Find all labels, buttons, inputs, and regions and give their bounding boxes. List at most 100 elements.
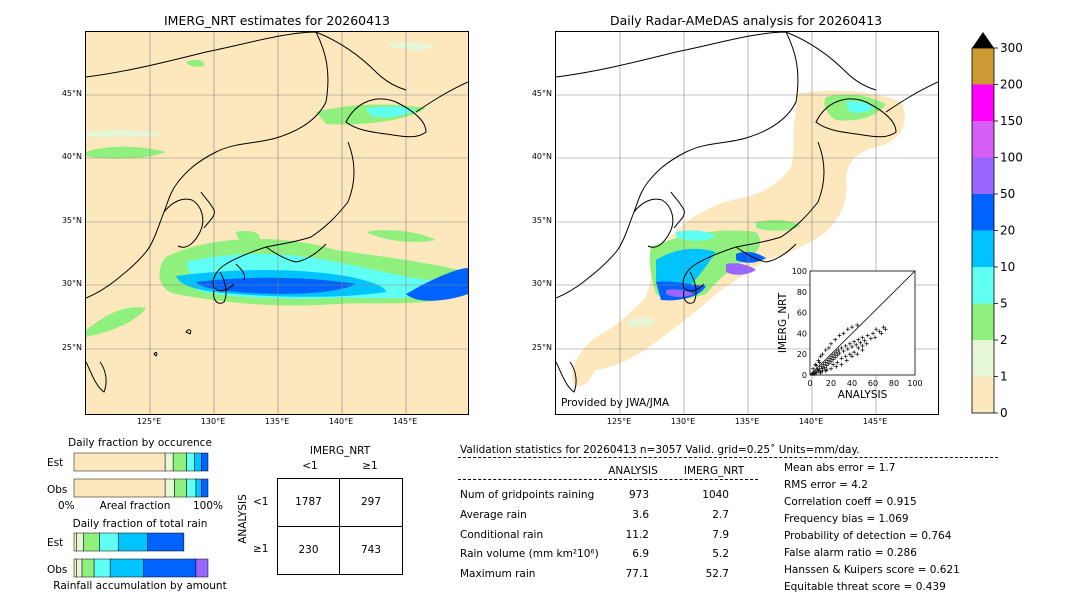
occurrence-tick-100: 100% [193, 500, 224, 512]
left-map-coastlines [86, 32, 468, 393]
validation-row-imerg: 1040 [702, 489, 729, 501]
scatter-point [850, 325, 854, 330]
scatter-point [873, 335, 878, 340]
scatter-point [819, 364, 824, 369]
validation-col-analysis: ANALYSIS [608, 465, 658, 477]
scatter-point [837, 333, 842, 338]
scatter-svg: 0 20 40 60 80 100 0 20 40 60 80 100 [792, 267, 923, 388]
scatter-points [810, 323, 888, 376]
right-lon-label: 135°E [734, 417, 760, 426]
bar-segment [83, 532, 100, 552]
scatter-point [829, 341, 833, 346]
bar-segment [76, 558, 83, 578]
bar-segment [195, 558, 209, 578]
scatter-point [814, 363, 819, 368]
scatter-y-tick: 100 [792, 267, 807, 276]
occurrence-tick-0: 0% [58, 500, 75, 512]
scatter-point [826, 345, 831, 350]
scatter-xlabel: ANALYSIS [837, 389, 888, 401]
colorbar-segment [972, 48, 994, 85]
scatter-point [833, 355, 838, 360]
colorbar-segment [972, 230, 994, 267]
occurrence-title: Daily fraction by occurence [68, 437, 212, 449]
colorbar-segment [972, 121, 994, 158]
colorbar-segment [972, 376, 994, 413]
totalrain-xlabel: Rainfall accumulation by amount [53, 580, 227, 592]
contingency-col-lt: <1 [302, 460, 318, 472]
scatter-x-tick: 0 [807, 379, 812, 388]
colorbar-segment [972, 340, 994, 377]
validation-row-imerg: 7.9 [712, 529, 729, 541]
scatter-point [820, 352, 825, 357]
scatter-x-ticks: 0 20 40 60 80 100 [807, 379, 922, 388]
validation-row-label: Maximum rain [460, 568, 536, 580]
validation-header: Validation statistics for 20260413 n=305… [460, 444, 860, 456]
scatter-point [833, 337, 838, 342]
left-lon-label: 130°E [200, 417, 226, 426]
scatter-y-tick: 0 [802, 371, 807, 380]
scatter-point [845, 327, 850, 332]
scatter-point [820, 368, 825, 373]
scatter-point [835, 353, 840, 358]
scatter-point [850, 344, 854, 349]
colorbar-label: 50 [1000, 187, 1015, 201]
scatter-point [829, 366, 833, 371]
scatter-point [852, 350, 857, 355]
left-lat-label: 25°N [61, 343, 82, 352]
score-line: Probability of detection = 0.764 [784, 530, 952, 542]
right-lat-label: 30°N [531, 279, 552, 288]
scatter-point [871, 331, 875, 336]
scatter-point [832, 352, 837, 357]
scatter-point [860, 335, 865, 340]
colorbar-segment [972, 157, 994, 194]
left-lat-label: 35°N [61, 216, 82, 225]
left-rain-field [86, 41, 468, 337]
scatter-point [831, 362, 836, 367]
scatter-point [836, 348, 841, 353]
scatter-point [825, 358, 830, 363]
scatter-point [854, 342, 859, 347]
scatter-point [837, 351, 842, 356]
scatter-point [824, 367, 829, 372]
right-lon-label: 140°E [798, 417, 824, 426]
bar-segment [99, 532, 119, 552]
validation-row-analysis: 6.9 [632, 548, 649, 560]
occurrence-obs-label: Obs [47, 484, 68, 496]
scatter-point [843, 354, 848, 359]
colorbar-extend-arrow [972, 32, 994, 48]
scatter-point [818, 370, 823, 375]
score-line: Correlation coeff = 0.915 [784, 496, 917, 508]
colorbar-label: 2 [1000, 333, 1008, 347]
scatter-point [817, 360, 822, 365]
contingency-side-label: ANALYSIS [237, 494, 249, 544]
scatter-point [816, 358, 821, 363]
colorbar-label: 10 [1000, 260, 1015, 274]
contingency-top-label: IMERG_NRT [309, 445, 371, 457]
scatter-x-tick: 100 [907, 379, 922, 388]
scatter-point [881, 325, 886, 330]
right-lat-label: 35°N [531, 216, 552, 225]
occurrence-xlabel: Areal fraction [99, 500, 171, 512]
right-lat-label: 45°N [531, 89, 552, 98]
scatter-y-tick: 80 [797, 288, 807, 297]
left-map [85, 31, 469, 415]
scatter-y-ticks: 0 20 40 60 80 100 [792, 267, 807, 380]
left-lon-label: 125°E [136, 417, 162, 426]
right-lat-label: 40°N [531, 152, 552, 161]
colorbar-svg: 0 1 2 5 10 20 50 100 150 200 300 [971, 32, 1023, 420]
colorbar-label: 300 [1000, 41, 1023, 55]
totalrain-est-label: Est [47, 537, 64, 549]
scatter-point [814, 370, 819, 375]
score-line: Equitable threat score = 0.439 [784, 581, 946, 593]
left-map-grid [86, 32, 468, 414]
scatter-point [827, 356, 832, 361]
contingency-table: 1787 297 230 743 [277, 478, 403, 575]
scatter-x-tick: 60 [868, 379, 878, 388]
scatter-point [883, 327, 888, 332]
bar-segment [93, 558, 111, 578]
scatter-point [821, 362, 826, 367]
colorbar-segment [972, 84, 994, 121]
validation-row-analysis: 77.1 [625, 568, 649, 580]
bar-segment [143, 558, 197, 578]
scatter-ylabel: IMERG_NRT [777, 292, 789, 354]
